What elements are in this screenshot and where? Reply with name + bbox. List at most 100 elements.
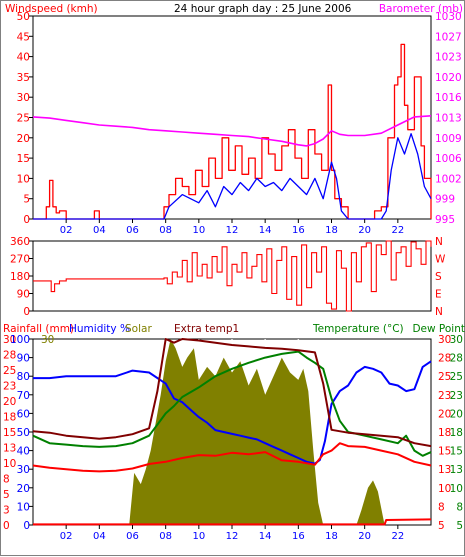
barometer-tick-label: 1016	[435, 92, 462, 104]
x-tick-label: 16	[292, 225, 305, 236]
solar-label: Solar	[125, 323, 152, 335]
direction-panel-series	[33, 240, 432, 312]
x-tick-label: 16	[292, 531, 305, 542]
extra-temp-label: Extra temp1	[174, 323, 239, 335]
temperature-tick-label: 18	[438, 427, 451, 439]
windspeed-label: Windspeed (kmh)	[5, 3, 98, 15]
series-rainfall-mm-	[33, 518, 432, 526]
windspeed-tick-label: 30	[17, 92, 30, 104]
rainfall-tick-label: 0	[3, 520, 10, 532]
barometer-tick-label: 999	[435, 194, 455, 206]
humidity-tick-label: 60	[17, 408, 30, 420]
windspeed-tick-label: 50	[17, 11, 30, 23]
x-tick-label: 18	[325, 225, 338, 236]
humidity-tick-label: 50	[17, 427, 30, 439]
humidity-tick-label: 90	[17, 353, 30, 365]
x-tick-label: 10	[192, 531, 205, 542]
series-humidity-	[33, 360, 432, 465]
wind-panel-ticks: 0510152025303540455099599910021006100910…	[17, 11, 462, 236]
series-temperature-c-	[32, 350, 432, 457]
windspeed-tick-label: 0	[23, 214, 30, 226]
x-tick-label: 12	[226, 531, 239, 542]
rainfall-tick-label: 28	[3, 350, 16, 362]
direction-tick-label: 360	[10, 236, 30, 248]
wind-panel-plot	[32, 15, 432, 220]
rainfall-tick-label: 13	[3, 443, 16, 455]
temperature-tick-label: 20	[438, 408, 451, 420]
direction-tick-label: 180	[10, 271, 30, 283]
x-tick-label: 02	[60, 225, 73, 236]
rainfall-label: Rainfall (mm)	[3, 323, 74, 335]
humidity-tick-label: 30	[17, 464, 30, 476]
humidity-tick-label: 10	[17, 501, 30, 513]
x-tick-label: 10	[192, 225, 205, 236]
rainfall-tick-label: 25	[3, 365, 16, 377]
barometer-tick-label: 1002	[435, 173, 462, 185]
x-tick-label: 22	[391, 225, 404, 236]
windspeed-tick-label: 5	[23, 194, 30, 206]
rainfall-tick-label: 10	[3, 458, 16, 470]
compass-tick-label: E	[435, 289, 442, 301]
humidity-tick-label: 0	[23, 520, 30, 532]
barometer-tick-label: 1006	[435, 153, 462, 165]
rainfall-tick-label: 8	[3, 474, 10, 486]
temperature-tick-label: 23	[438, 390, 451, 402]
windspeed-tick-label: 25	[17, 113, 30, 125]
barometer-tick-label: 1013	[435, 113, 462, 125]
x-tick-label: 06	[126, 531, 139, 542]
windspeed-tick-label: 20	[17, 133, 30, 145]
series-solar	[33, 339, 431, 525]
humidity-tick-label: 80	[17, 371, 30, 383]
humidity-tick-label: 40	[17, 446, 30, 458]
solar-tick-label: 30	[41, 334, 54, 346]
dew-point-tick-label: 30	[450, 334, 463, 346]
rainfall-tick-label: 3	[3, 505, 10, 517]
temperature-tick-label: 25	[438, 371, 451, 383]
rainfall-tick-label: 20	[3, 396, 16, 408]
barometer-tick-label: 1009	[435, 133, 462, 145]
temperature-tick-label: 5	[438, 520, 445, 532]
temperature-tick-label: 13	[438, 464, 451, 476]
x-tick-label: 08	[159, 531, 172, 542]
temperature-panel-series	[32, 338, 432, 526]
barometer-tick-label: 1030	[435, 11, 462, 23]
compass-tick-label: N	[435, 306, 443, 318]
dew-point-tick-label: 10	[450, 483, 463, 495]
series-windspeed-avg	[33, 133, 432, 220]
temperature-tick-label: 15	[438, 446, 451, 458]
windspeed-tick-label: 40	[17, 52, 30, 64]
dew-point-label: Dew Point	[412, 323, 465, 335]
dew-point-tick-label: 13	[450, 464, 463, 476]
rainfall-tick-label: 18	[3, 412, 16, 424]
dew-point-tick-label: 20	[450, 408, 463, 420]
series-dew-point	[32, 442, 432, 473]
dew-point-tick-label: 25	[450, 371, 463, 383]
rainfall-tick-label: 30	[3, 334, 16, 346]
rainfall-tick-label: 15	[3, 427, 16, 439]
temperature-tick-label: 30	[438, 334, 451, 346]
wind-panel-series	[32, 43, 432, 220]
rainfall-tick-label: 23	[3, 381, 16, 393]
windspeed-tick-label: 45	[17, 31, 30, 43]
x-tick-label: 04	[93, 531, 106, 542]
x-tick-label: 14	[259, 225, 272, 236]
x-tick-label: 20	[358, 225, 371, 236]
series-wind-direction	[33, 240, 432, 312]
x-tick-label: 18	[325, 531, 338, 542]
humidity-tick-label: 20	[17, 483, 30, 495]
barometer-label: Barometer (mb)	[379, 3, 463, 15]
temperature-label: Temperature (°C)	[312, 323, 404, 335]
series-extra-temp1	[32, 338, 432, 448]
temperature-tick-label: 10	[438, 483, 451, 495]
compass-tick-label: S	[435, 271, 442, 283]
dew-point-tick-label: 15	[450, 446, 463, 458]
x-tick-label: 04	[93, 225, 106, 236]
windspeed-tick-label: 15	[17, 153, 30, 165]
humidity-tick-label: 100	[10, 334, 30, 346]
dew-point-tick-label: 28	[450, 353, 463, 365]
barometer-tick-label: 1023	[435, 52, 462, 64]
direction-tick-label: 270	[10, 254, 30, 266]
humidity-label: Humidity %	[69, 323, 130, 335]
